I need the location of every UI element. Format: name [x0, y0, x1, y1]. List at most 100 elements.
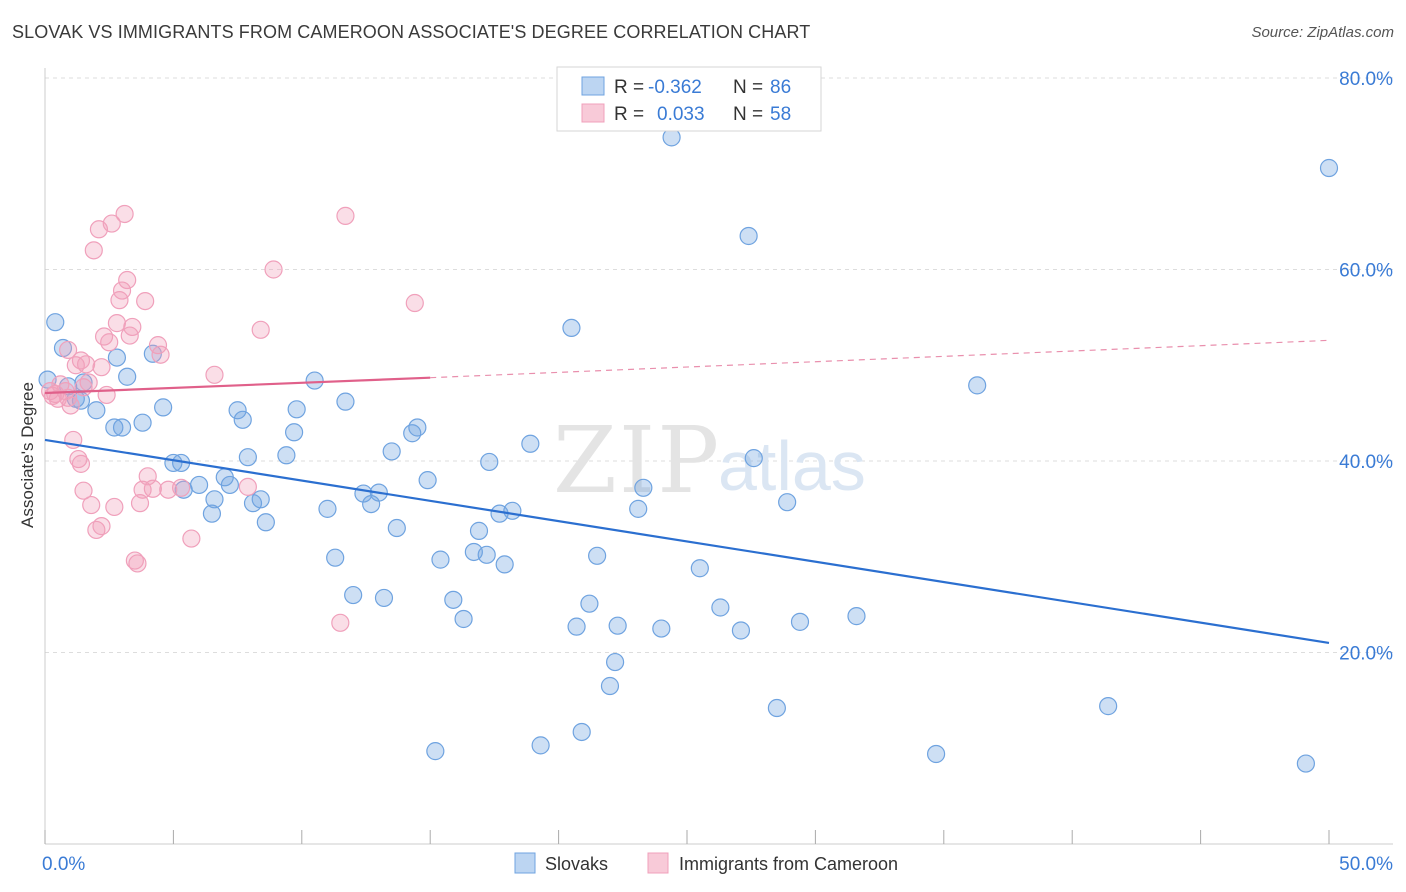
- point-slovaks: [629, 499, 648, 518]
- point-cameroon: [331, 613, 350, 632]
- point-slovaks: [572, 722, 591, 742]
- point-slovaks: [256, 513, 275, 532]
- point-slovaks: [46, 313, 65, 332]
- point-cameroon: [102, 214, 121, 233]
- point-slovaks: [305, 371, 324, 390]
- point-slovaks: [790, 612, 810, 631]
- point-slovaks: [480, 452, 499, 472]
- tick-labels: 20.0% 40.0% 60.0% 80.0% 0.0% 50.0%: [42, 69, 1393, 875]
- point-cameroon: [74, 481, 93, 500]
- point-cameroon: [84, 241, 103, 260]
- series-cameroon: [41, 204, 424, 632]
- legend-r-label-2: R =: [614, 104, 644, 125]
- point-slovaks: [87, 401, 106, 420]
- point-cameroon: [69, 449, 88, 469]
- point-slovaks: [143, 344, 162, 363]
- point-slovaks: [454, 609, 473, 629]
- point-cameroon: [107, 314, 127, 333]
- point-cameroon: [264, 260, 283, 279]
- point-slovaks: [238, 448, 257, 467]
- point-cameroon: [172, 478, 191, 497]
- point-slovaks: [205, 490, 224, 509]
- point-slovaks: [431, 550, 450, 569]
- point-slovaks: [251, 490, 270, 509]
- point-slovaks: [531, 736, 550, 755]
- bottom-legend-swatch-cameroon: [647, 852, 669, 874]
- point-cameroon: [94, 327, 114, 346]
- point-cameroon: [71, 454, 91, 473]
- point-slovaks: [588, 546, 607, 565]
- point-cameroon: [41, 382, 60, 401]
- point-slovaks: [1296, 754, 1315, 773]
- legend-n-label-2: N =: [733, 104, 763, 125]
- point-slovaks: [154, 398, 173, 417]
- point-slovaks: [426, 742, 445, 761]
- point-slovaks: [521, 434, 540, 453]
- point-cameroon: [92, 358, 111, 377]
- point-slovaks: [220, 475, 239, 495]
- point-slovaks: [287, 400, 306, 419]
- point-slovaks: [318, 499, 337, 518]
- point-slovaks: [739, 226, 758, 246]
- point-cameroon: [59, 340, 78, 360]
- point-slovaks: [1319, 158, 1339, 178]
- bottom-legend-swatch-slovaks: [514, 852, 536, 874]
- point-slovaks: [567, 617, 586, 636]
- y-tick-label: 20.0%: [1339, 644, 1393, 665]
- x-tick-label-min: 0.0%: [42, 854, 85, 875]
- legend-swatch-cameroon: [581, 103, 605, 123]
- point-cameroon: [336, 206, 355, 225]
- point-slovaks: [277, 446, 296, 465]
- point-slovaks: [233, 410, 252, 429]
- point-cameroon: [76, 355, 96, 374]
- axis-layer: [44, 68, 1393, 845]
- point-slovaks: [744, 449, 763, 468]
- watermark-zip: ZIP: [553, 407, 721, 514]
- point-slovaks: [605, 652, 625, 672]
- legend-r-value-2: 0.033: [657, 104, 705, 125]
- point-cameroon: [238, 477, 257, 496]
- trend-line-cameroon: [44, 376, 431, 395]
- point-slovaks: [608, 616, 627, 635]
- point-slovaks: [1099, 697, 1118, 716]
- trend-line-slovaks: [44, 438, 1330, 645]
- point-slovaks: [118, 367, 137, 386]
- point-cameroon: [97, 385, 116, 405]
- point-cameroon: [143, 479, 162, 498]
- y-tick-label: 60.0%: [1339, 261, 1393, 282]
- trend-line-cameroon-extension: [430, 339, 1330, 379]
- chart-source: Source: ZipAtlas.com: [1251, 24, 1394, 41]
- point-cameroon: [118, 270, 137, 290]
- point-slovaks: [600, 676, 620, 696]
- legend-r-value-1: -0.362: [648, 77, 702, 98]
- y-tick-label: 40.0%: [1339, 452, 1393, 473]
- point-slovaks: [408, 418, 427, 437]
- point-slovaks: [503, 501, 522, 520]
- point-slovaks: [133, 413, 152, 432]
- point-slovaks: [112, 418, 132, 437]
- point-slovaks: [711, 598, 730, 617]
- point-cameroon: [79, 373, 98, 392]
- point-slovaks: [344, 585, 363, 605]
- point-slovaks: [847, 607, 866, 626]
- point-slovaks: [284, 423, 304, 442]
- point-cameroon: [82, 495, 101, 515]
- point-slovaks: [469, 521, 489, 540]
- point-slovaks: [382, 442, 401, 461]
- point-cameroon: [123, 317, 142, 337]
- point-slovaks: [926, 744, 946, 764]
- point-slovaks: [189, 475, 209, 495]
- bottom-legend-label-slovaks: Slovaks: [545, 854, 608, 874]
- point-slovaks: [403, 424, 422, 443]
- legend-n-label-1: N =: [733, 77, 763, 98]
- y-axis-label: Associate's Degree: [18, 382, 37, 528]
- point-slovaks: [336, 392, 355, 411]
- point-cameroon: [130, 494, 150, 513]
- point-slovaks: [228, 401, 247, 420]
- trend-lines: [44, 339, 1330, 645]
- legend-n-value-2: 58: [770, 104, 791, 125]
- watermark: ZIP atlas: [553, 407, 866, 514]
- watermark-atlas: atlas: [718, 427, 866, 505]
- point-cameroon: [100, 333, 119, 352]
